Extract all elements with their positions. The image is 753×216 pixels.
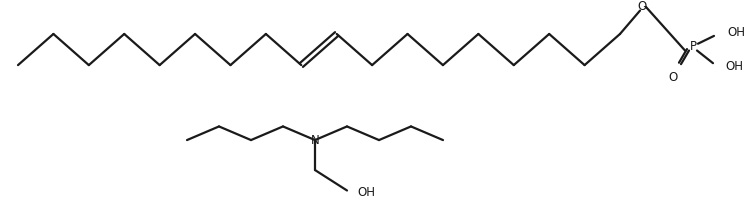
Text: P: P bbox=[690, 40, 697, 53]
Text: N: N bbox=[311, 133, 319, 147]
Text: O: O bbox=[637, 0, 647, 13]
Text: OH: OH bbox=[725, 60, 743, 73]
Text: O: O bbox=[669, 71, 678, 84]
Text: OH: OH bbox=[727, 27, 745, 40]
Text: OH: OH bbox=[357, 186, 375, 199]
